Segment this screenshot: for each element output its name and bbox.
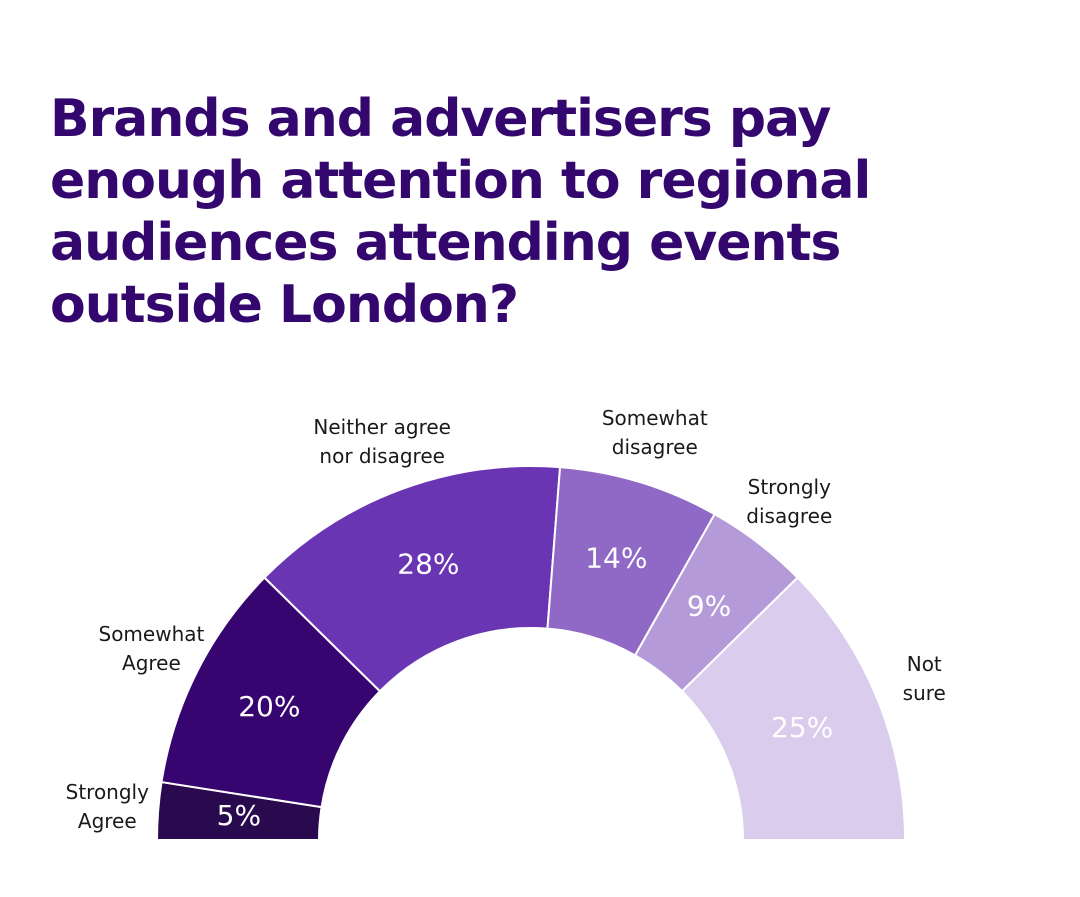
value-label: 5% [217, 799, 261, 832]
category-label: Strongly disagree [746, 475, 833, 529]
value-label: 9% [687, 589, 731, 622]
category-label: Neither agree nor disagree [313, 414, 451, 468]
category-label: Somewhat Agree [98, 621, 205, 675]
value-label: 25% [771, 711, 833, 744]
category-label: Strongly Agree [65, 779, 149, 833]
value-label: 20% [238, 690, 300, 723]
category-label: Somewhat disagree [601, 406, 708, 460]
chart-title: Brands and advertisers pay enough attent… [50, 89, 871, 335]
category-label: Not sure [902, 651, 946, 705]
value-label: 14% [585, 542, 647, 575]
donut-segment [680, 576, 907, 841]
value-label: 28% [397, 548, 459, 581]
donut-segment [263, 465, 562, 693]
